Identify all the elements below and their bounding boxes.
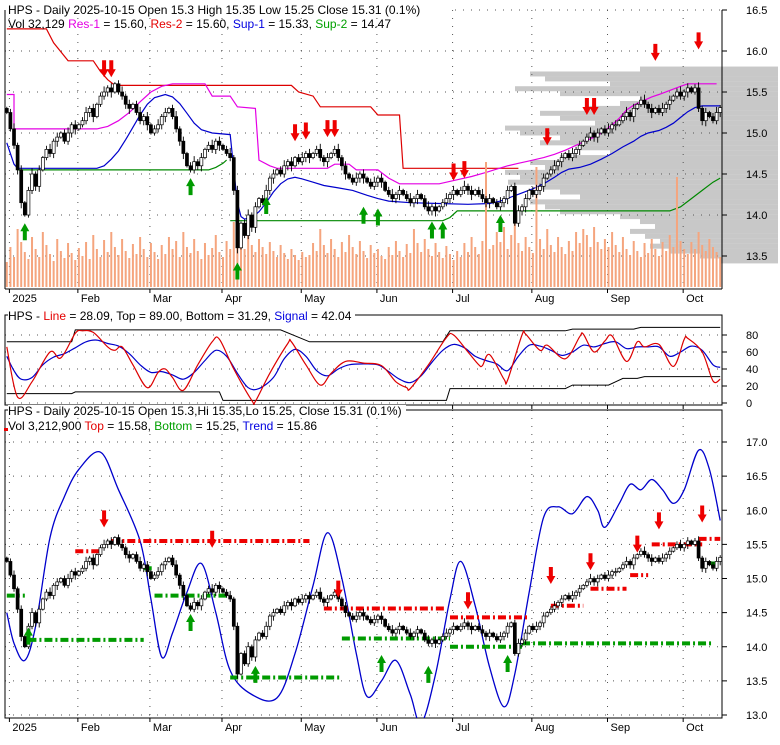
svg-text:Feb: Feb: [81, 293, 100, 305]
svg-text:2025: 2025: [12, 722, 36, 734]
osc-values: = 28.09, Top = 89.00, Bottom = 31.29,: [66, 309, 275, 323]
svg-text:16.0: 16.0: [746, 505, 767, 517]
svg-text:Mar: Mar: [153, 722, 172, 734]
svg-text:2025: 2025: [12, 293, 36, 305]
volume-bars: [5, 162, 722, 287]
stop-segments: [6, 536, 721, 680]
panel1-indicator-legend: Vol 32,129 Res-1 = 15.60, Res-2 = 15.60,…: [8, 18, 391, 31]
panel1-arrows: [20, 32, 704, 280]
svg-text:Oct: Oct: [686, 722, 703, 734]
svg-text:15.5: 15.5: [746, 87, 767, 99]
trend-line-group: [6, 448, 721, 718]
svg-text:40: 40: [746, 364, 758, 376]
panel3-grid: [5, 410, 722, 718]
panel2-lines: [6, 326, 721, 406]
top-value: = 15.58,: [103, 419, 155, 433]
sup2b-line: [230, 177, 721, 222]
osc-signal-line: [6, 339, 721, 391]
svg-text:Feb: Feb: [81, 722, 100, 734]
panel3-axes: 17.0 16.5 16.0 15.5 15.0 14.5 14.0 13.5 13.0 2025…: [8, 437, 767, 734]
panel1-candles: [4, 80, 723, 254]
svg-text:Apr: Apr: [225, 722, 242, 734]
svg-text:80: 80: [746, 330, 758, 342]
svg-text:15.5: 15.5: [746, 539, 767, 551]
svg-text:Apr: Apr: [225, 293, 242, 305]
osc-main-line: [6, 329, 721, 406]
svg-text:May: May: [304, 293, 325, 305]
svg-text:Aug: Aug: [535, 293, 555, 305]
sup2-label: Sup-2: [315, 17, 348, 31]
svg-text:17.0: 17.0: [746, 437, 767, 449]
svg-text:14.0: 14.0: [746, 210, 767, 222]
svg-text:Sep: Sep: [611, 293, 631, 305]
panel3-title: HPS - Daily 2025-10-15 Open 15.3,Hi 15.3…: [8, 405, 406, 418]
svg-text:14.5: 14.5: [746, 169, 767, 181]
svg-text:0: 0: [746, 398, 752, 410]
panel3-title-text: HPS - Daily 2025-10-15 Open 15.3,Hi 15.3…: [8, 404, 402, 418]
volume-profile: [505, 66, 778, 264]
panel1-title: HPS - Daily 2025-10-15 Open 15.3 High 15…: [8, 3, 425, 17]
panel2-grid: [5, 334, 722, 404]
svg-text:14.5: 14.5: [746, 608, 767, 620]
panel3-candles: [4, 534, 723, 679]
svg-text:16.0: 16.0: [746, 46, 767, 58]
panel2-title: HPS - Line = 28.09, Top = 89.00, Bottom …: [8, 309, 356, 323]
panel3-vol-label: Vol 3,212,900: [8, 419, 85, 433]
svg-text:15.0: 15.0: [746, 128, 767, 140]
svg-text:13.5: 13.5: [746, 251, 767, 263]
svg-text:20: 20: [746, 381, 758, 393]
svg-text:13.0: 13.0: [746, 710, 767, 722]
panel3-border: [4, 409, 723, 719]
svg-text:Jun: Jun: [380, 293, 398, 305]
trend-value: = 15.86: [273, 419, 318, 433]
trend-label: Trend: [242, 419, 274, 433]
res2-line: [6, 28, 519, 169]
osc-signal-label: Signal: [274, 309, 308, 323]
trend-line: [6, 448, 721, 718]
osc-signal-value: = 42.04: [307, 309, 352, 323]
panel1-grid: [5, 9, 722, 289]
panel1-vol-label: Vol 32,129: [8, 17, 69, 31]
bottom-end-marker: [710, 561, 716, 567]
svg-text:13.5: 13.5: [746, 676, 767, 688]
svg-text:Jul: Jul: [456, 293, 470, 305]
res2-label: Res-2: [150, 17, 183, 31]
svg-text:15.0: 15.0: [746, 574, 767, 586]
svg-text:16.5: 16.5: [746, 5, 767, 17]
svg-text:16.5: 16.5: [746, 471, 767, 483]
panel1-axes: 16.5 16.0 15.5 15.0 14.5 14.0 13.5 2025 Feb Mar Ap…: [8, 5, 767, 305]
svg-text:May: May: [304, 722, 325, 734]
osc-bottom-band: [6, 376, 721, 401]
svg-text:14.0: 14.0: [746, 642, 767, 654]
res2-value: = 15.60,: [182, 17, 233, 31]
svg-text:Sep: Sep: [611, 722, 631, 734]
sup1-line: [6, 93, 721, 220]
svg-text:60: 60: [746, 347, 758, 359]
osc-line-label: Line: [43, 309, 67, 323]
panel3-indicator-legend: Vol 3,212,900 Top = 15.58, Bottom = 15.2…: [8, 419, 322, 433]
panel1-border: [4, 10, 723, 290]
panel1-title-text: HPS - Daily 2025-10-15 Open 15.3 High 15…: [8, 3, 421, 17]
res1-value: = 15.60,: [100, 17, 151, 31]
svg-text:Oct: Oct: [686, 293, 703, 305]
panel2-symbol: HPS -: [8, 309, 44, 323]
svg-text:Aug: Aug: [535, 722, 555, 734]
svg-text:Mar: Mar: [153, 293, 172, 305]
svg-text:Jul: Jul: [456, 722, 470, 734]
bottom-label: Bottom: [154, 419, 193, 433]
sup2-value: = 14.47: [347, 17, 391, 31]
sup2-line: [17, 159, 227, 171]
panel3-arrows: [23, 505, 707, 683]
svg-text:Jun: Jun: [380, 722, 398, 734]
res1-label: Res-1: [68, 17, 101, 31]
sup1-value: = 15.33,: [264, 17, 316, 31]
top-label: Top: [84, 419, 104, 433]
sup1-label: Sup-1: [232, 17, 265, 31]
osc-top-band: [6, 326, 721, 343]
bottom-value: = 15.25,: [192, 419, 243, 433]
